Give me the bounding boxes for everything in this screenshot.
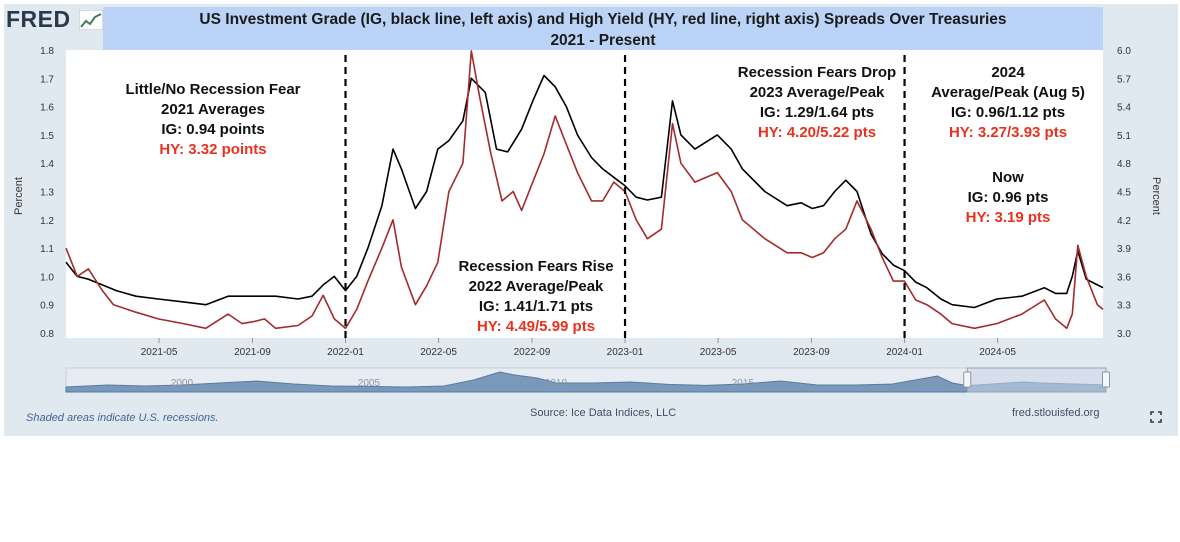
annotation-2023-line1: Recession Fears Drop (737, 64, 897, 81)
y-left-tick-label: 0.8 (40, 329, 54, 340)
annotation-2021-line1: Little/No Recession Fear (125, 81, 301, 98)
annotation-2024-line1: 2024 (991, 64, 1025, 81)
y-right-tick-label: 4.5 (1117, 188, 1131, 199)
y-left-axis-title: Percent (13, 177, 25, 215)
y-right-tick-label: 6.0 (1117, 46, 1131, 57)
annotation-2022-line1: Recession Fears Rise (458, 258, 614, 275)
annotation-now: Now IG: 0.96 pts HY: 3.19 pts (938, 168, 1078, 228)
x-tick-label: 2021-09 (234, 347, 271, 358)
x-tick-label: 2021-05 (141, 347, 178, 358)
y-right-tick-label: 3.3 (1117, 301, 1131, 312)
source-text: Source: Ice Data Indices, LLC (530, 407, 677, 419)
chart-subtitle: 2021 - Present (550, 32, 656, 49)
y-left-tick-label: 1.7 (40, 74, 54, 85)
annotation-2023-line2: 2023 Average/Peak (749, 84, 885, 101)
annotation-2023-line3: IG: 1.29/1.64 pts (759, 104, 875, 121)
chart-title-box: US Investment Grade (IG, black line, lef… (103, 7, 1103, 53)
y-left-tick-label: 1.6 (40, 103, 54, 114)
chart-svg[interactable]: 0.8 0.9 1.0 1.1 1.2 1.3 1.4 1.5 1.6 1.7 1.8 3.0 3.3 3… (0, 0, 1180, 440)
annotation-2021-line2: 2021 Averages (161, 101, 265, 118)
annotation-2024-line2: Average/Peak (Aug 5) (931, 84, 1085, 101)
annotation-now-line2: IG: 0.96 pts (967, 189, 1049, 206)
y-right-tick-label: 4.2 (1117, 216, 1131, 227)
hy-series-line (65, 50, 1104, 330)
annotation-2022-line3: IG: 1.41/1.71 pts (478, 298, 594, 315)
annotation-2024-line4: HY: 3.27/3.93 pts (948, 124, 1068, 141)
y-left-tick-label: 1.8 (40, 46, 54, 57)
annotation-now-line1: Now (992, 169, 1024, 186)
overview-tick-label: 2015 (732, 378, 755, 389)
x-tick-label: 2024-01 (886, 347, 923, 358)
annotation-2021-line4: HY: 3.32 points (159, 141, 267, 158)
x-tick-label: 2022-05 (420, 347, 457, 358)
x-tick-label: 2023-05 (700, 347, 737, 358)
overview-selection (966, 367, 1107, 393)
y-right-tick-label: 3.9 (1117, 244, 1131, 255)
annotation-2021: Little/No Recession Fear 2021 Averages I… (108, 80, 318, 160)
y-left-tick-label: 1.0 (40, 272, 54, 283)
recessions-note: Shaded areas indicate U.S. recessions. (26, 412, 219, 424)
overview-left-handle[interactable] (963, 371, 972, 388)
y-left-tick-label: 1.4 (40, 159, 54, 170)
y-right-tick-label: 5.7 (1117, 74, 1131, 85)
y-right-tick-label: 3.0 (1117, 329, 1131, 340)
fullscreen-icon[interactable] (1150, 411, 1162, 423)
ig-series-line (65, 74, 1104, 309)
fred-url-link[interactable]: fred.stlouisfed.org (1012, 407, 1100, 419)
y-left-tick-label: 1.2 (40, 216, 54, 227)
overview-right-handle[interactable] (1102, 371, 1110, 388)
annotation-2023: Recession Fears Drop 2023 Average/Peak I… (718, 63, 916, 143)
annotation-2023-line4: HY: 4.20/5.22 pts (757, 124, 877, 141)
overview-tick-label: 2020 (919, 378, 942, 389)
x-tick-label: 2023-01 (607, 347, 644, 358)
y-left-tick-label: 1.5 (40, 131, 54, 142)
fred-logo-graph-icon (79, 10, 103, 30)
overview-tick-label: 2010 (545, 378, 568, 389)
overview-tick-label: 2000 (171, 378, 194, 389)
y-right-axis-title: Percent (1150, 177, 1162, 215)
chart-title: US Investment Grade (IG, black line, lef… (199, 11, 1007, 28)
y-left-tick-label: 1.3 (40, 188, 54, 199)
annotation-2022: Recession Fears Rise 2022 Average/Peak I… (448, 257, 624, 337)
overview-tick-label: 2005 (358, 378, 381, 389)
logo-text: FRED (6, 6, 71, 32)
x-tick-label: 2022-09 (514, 347, 551, 358)
annotation-2024-line3: IG: 0.96/1.12 pts (950, 104, 1066, 121)
fred-logo[interactable]: FRED (6, 6, 71, 33)
annotation-now-line3: HY: 3.19 pts (965, 209, 1051, 226)
y-right-tick-label: 3.6 (1117, 272, 1131, 283)
x-tick-label: 2022-01 (327, 347, 364, 358)
x-tick-label: 2024-05 (979, 347, 1016, 358)
overview-area (65, 371, 1107, 393)
y-right-tick-label: 4.8 (1117, 159, 1131, 170)
annotation-2021-line3: IG: 0.94 points (161, 121, 265, 138)
y-left-tick-label: 0.9 (40, 301, 54, 312)
y-left-tick-label: 1.1 (40, 244, 54, 255)
x-tick-label: 2023-09 (793, 347, 830, 358)
annotation-2022-line2: 2022 Average/Peak (468, 278, 604, 295)
annotation-2022-line4: HY: 4.49/5.99 pts (476, 318, 596, 335)
y-right-tick-label: 5.1 (1117, 131, 1131, 142)
annotation-2024: 2024 Average/Peak (Aug 5) IG: 0.96/1.12 … (918, 63, 1098, 143)
y-right-tick-label: 5.4 (1117, 103, 1131, 114)
